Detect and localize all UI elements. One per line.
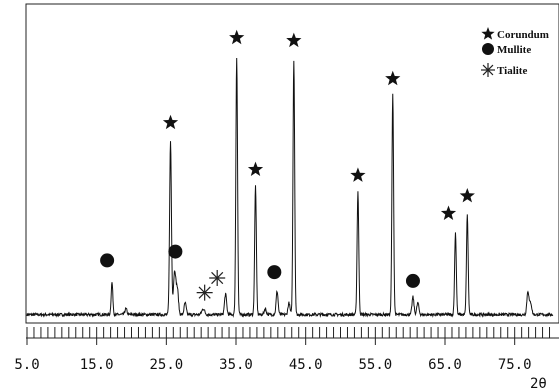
x-tick-label: 45.0 [289,357,323,373]
x-axis-ticks [26,327,559,345]
x-axis-tick-labels: 5.0 15.0 25.0 35.0 45.0 55.0 65.0 75.0 [14,357,531,373]
x-tick-label: 65.0 [428,357,462,373]
corundum-peak-marker [459,187,475,203]
legend-label: Mullite [497,44,531,56]
x-tick-label: 35.0 [219,357,253,373]
mullite-peak-marker [168,244,183,259]
corundum-peak-marker [350,167,366,182]
diffraction-pattern-line [26,58,554,318]
plot-frame [25,3,559,324]
tialite-peak-marker [196,284,213,301]
mullite-peak-marker [100,253,115,268]
x-tick-label: 5.0 [14,357,39,373]
corundum-peak-marker [229,29,245,45]
legend-star-icon [481,27,495,40]
corundum-peak-marker [385,70,401,86]
tialite-peak-marker [209,269,226,286]
legend-asterisk-icon [481,63,495,77]
legend-circle-icon [482,43,494,55]
x-tick-label: 75.0 [498,357,532,373]
corundum-peak-marker [440,205,457,220]
corundum-peak-marker [286,32,302,48]
legend-label: Corundum [497,29,549,41]
x-tick-label: 55.0 [358,357,392,373]
legend-label: Tialite [497,65,527,77]
mullite-peak-marker [405,273,420,288]
x-axis-label: 2θ [530,376,547,392]
corundum-peak-marker [247,161,264,177]
corundum-peak-marker [162,114,179,130]
peak-markers [100,29,475,301]
x-tick-label: 15.0 [80,357,114,373]
legend: Corundum Mullite Tialite [481,27,549,77]
x-tick-label: 25.0 [149,357,183,373]
mullite-peak-marker [267,265,282,280]
